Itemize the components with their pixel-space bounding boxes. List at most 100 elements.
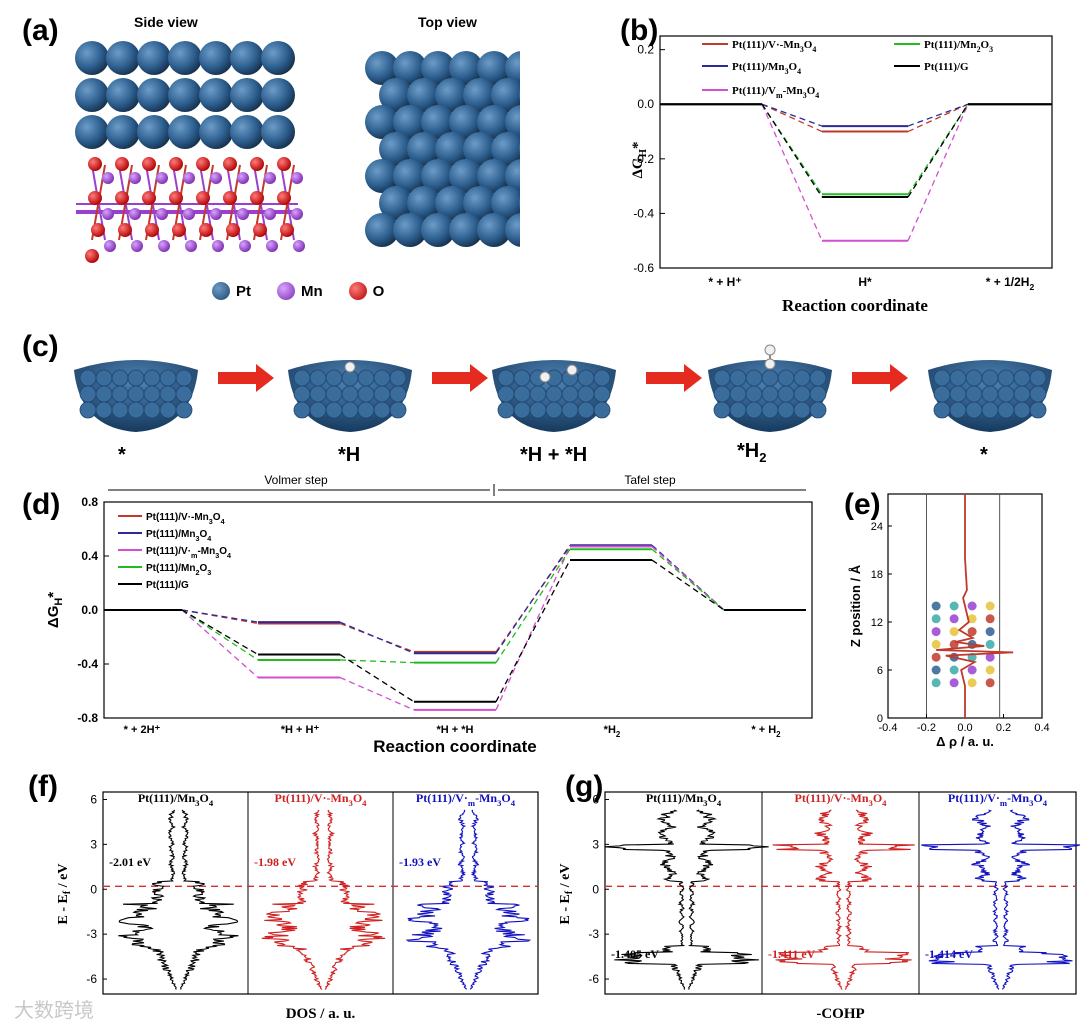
pt-atom [577, 369, 595, 387]
pt-atom [75, 115, 109, 149]
y-tick-label: 3 [90, 837, 97, 851]
pt-atom [379, 186, 413, 220]
pt-atom [95, 401, 113, 419]
pt-atom [175, 385, 193, 403]
o-atom [199, 223, 213, 237]
pt-atom [1029, 401, 1047, 419]
y-tick-label: -0.2 [633, 152, 654, 166]
pt-atom [137, 41, 171, 75]
pt-atom [168, 115, 202, 149]
pt-atom [421, 159, 455, 193]
pt-atom [137, 115, 171, 149]
o-atom [250, 157, 264, 171]
atom [949, 678, 959, 688]
y-axis-label: Z position / Å [848, 564, 863, 647]
mn-atom [129, 172, 141, 184]
spectrum-line [687, 809, 769, 990]
o-atom [88, 157, 102, 171]
x-category-label: *H + H⁺ [281, 724, 320, 736]
pt-atom [309, 369, 327, 387]
subplot-title: Pt(111)/V·m-Mn3O4 [948, 791, 1048, 808]
panel-label-f: (f) [28, 770, 58, 803]
panel-c: (c) * *H *H + *H *H2 * [0, 322, 1080, 472]
mn-atom [264, 172, 276, 184]
x-category-label: * + H⁺ [708, 275, 741, 289]
pt-atom [199, 41, 233, 75]
pt-atom [477, 51, 511, 85]
pt-atom [729, 385, 747, 403]
panel-d: (d) -0.8 -0.4 0.0 0.4 0.8 ΔGH* Volmer step Tafe… [0, 472, 830, 760]
pt-atom [505, 213, 520, 247]
pt-atom [519, 197, 520, 209]
y-tick-label: 0.0 [81, 603, 98, 617]
transition-line [651, 544, 725, 611]
mn-atom [183, 208, 195, 220]
pt-atom [981, 369, 999, 387]
pt-atom [593, 369, 611, 387]
atom [967, 601, 977, 611]
pt-atom [127, 385, 145, 403]
mn-atom [264, 208, 276, 220]
o-atom [142, 157, 156, 171]
h-atom [764, 344, 776, 356]
pt-atom [761, 401, 779, 419]
pt-atom [491, 186, 520, 220]
pt-atom [463, 78, 497, 112]
pt-atom [529, 385, 547, 403]
pt-atom [949, 385, 967, 403]
o-atom [85, 249, 99, 263]
pt-atom [365, 159, 399, 193]
o-atom [250, 191, 264, 205]
step-label: Tafel step [624, 473, 676, 487]
pt-atom [477, 105, 511, 139]
transition-line [181, 609, 259, 623]
x-axis-label: Reaction coordinate [782, 296, 928, 315]
transition-line [495, 544, 571, 654]
pt-atom [981, 401, 999, 419]
panel-g: (g) 6 3 0 -3 -6 E - Ef / eV Pt(111)/Mn3O4 -1.40… [545, 762, 1080, 1029]
atom [949, 665, 959, 675]
pt-atom [325, 369, 343, 387]
transition-line [907, 103, 969, 241]
pt-atom [373, 401, 391, 419]
transition-line [761, 103, 823, 127]
pt-atom [230, 78, 264, 112]
subplot-title: Pt(111)/V·-Mn3O4 [275, 791, 368, 808]
band-center-label: -2.01 eV [109, 855, 151, 869]
plot-frame [102, 791, 539, 995]
pt-atom [713, 369, 731, 387]
transition-line [651, 559, 725, 611]
charge-density-line [936, 494, 1014, 718]
pt-atom [545, 401, 563, 419]
pt-atom [593, 385, 611, 403]
spectrum-line [1002, 809, 1080, 990]
h-atom [566, 364, 578, 376]
step-label: Volmer step [264, 473, 328, 487]
pt-atom [965, 369, 983, 387]
atom [949, 601, 959, 611]
chart-d: -0.8 -0.4 0.0 0.4 0.8 ΔGH* Volmer step Tafel st… [45, 473, 813, 756]
mn-atom [237, 208, 249, 220]
h-atom [764, 358, 776, 370]
pt-atom [143, 369, 161, 387]
plot-frame [604, 791, 1077, 995]
pt-atom [505, 159, 520, 193]
mn-atom [104, 240, 116, 252]
band-center-label: -1.405 eV [611, 947, 659, 961]
mn-atom [210, 172, 222, 184]
pt-atom [519, 89, 520, 101]
spectrum-line [470, 809, 532, 990]
mn-atom [237, 172, 249, 184]
pt-atom [79, 401, 97, 419]
pt-atom [175, 401, 193, 419]
pt-atom [449, 51, 483, 85]
pt-atom [729, 401, 747, 419]
panel-label-c: (c) [22, 330, 59, 363]
pt-atom [1029, 369, 1047, 387]
mn-atom [183, 172, 195, 184]
pt-atom [593, 401, 611, 419]
o-atom [142, 191, 156, 205]
pt-atom [111, 401, 129, 419]
spectrum-line [261, 809, 323, 990]
mn-atom [129, 208, 141, 220]
